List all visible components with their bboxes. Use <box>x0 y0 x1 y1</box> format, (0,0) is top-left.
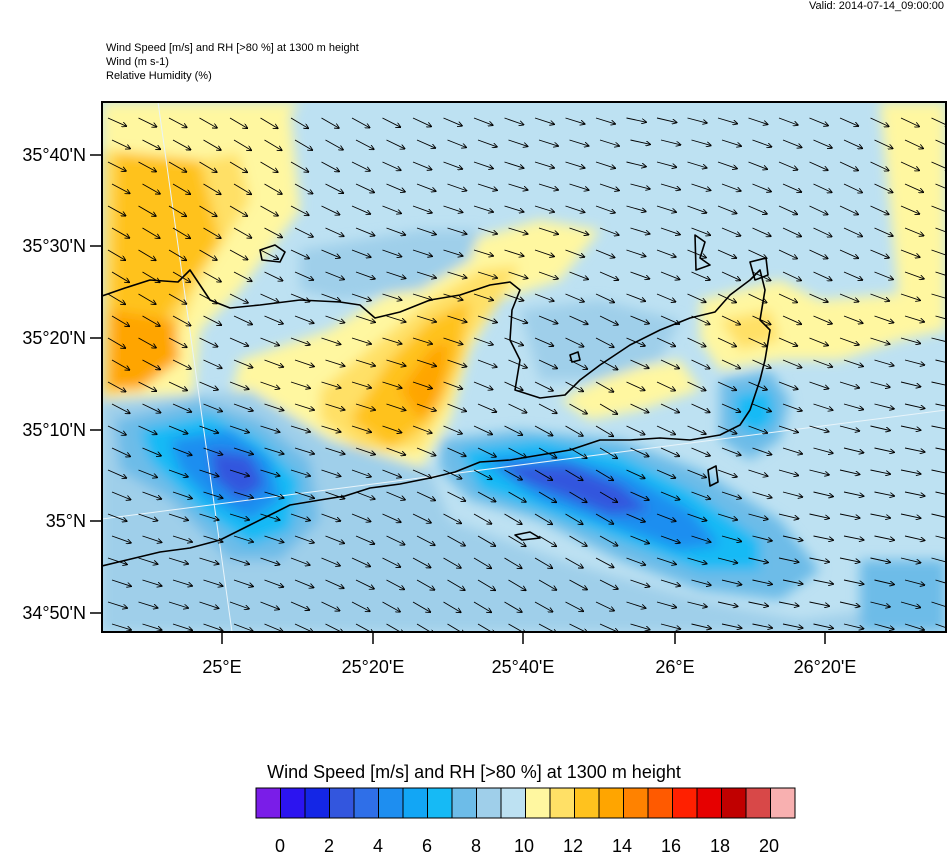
colorbar-swatch <box>501 788 526 818</box>
colorbar <box>256 788 795 818</box>
colorbar-swatch <box>305 788 330 818</box>
latitude-axis: 35°40'N 35°30'N 35°20'N 35°10'N 35°N 34°… <box>22 145 102 623</box>
colorbar-swatch <box>526 788 551 818</box>
colorbar-swatch <box>722 788 747 818</box>
colorbar-swatch <box>452 788 477 818</box>
colorbar-swatch <box>624 788 649 818</box>
lat-label: 35°20'N <box>22 328 86 348</box>
lat-label: 35°40'N <box>22 145 86 165</box>
colorbar-title: Wind Speed [m/s] and RH [>80 %] at 1300 … <box>0 762 948 783</box>
lon-label: 25°40'E <box>492 657 555 677</box>
lon-label: 26°E <box>655 657 694 677</box>
colorbar-swatch <box>697 788 722 818</box>
colorbar-swatch <box>771 788 796 818</box>
lat-label: 35°30'N <box>22 236 86 256</box>
colorbar-swatch <box>550 788 575 818</box>
colorbar-swatch <box>648 788 673 818</box>
colorbar-swatch <box>575 788 600 818</box>
lon-label: 25°20'E <box>342 657 405 677</box>
lon-label: 25°E <box>202 657 241 677</box>
lat-label: 35°N <box>46 511 86 531</box>
colorbar-swatch <box>403 788 428 818</box>
map-field <box>102 102 948 634</box>
longitude-axis: 25°E 25°20'E 25°40'E 26°E 26°20'E <box>202 632 856 677</box>
colorbar-swatch <box>379 788 404 818</box>
lat-label: 34°50'N <box>22 603 86 623</box>
colorbar-swatch <box>477 788 502 818</box>
colorbar-swatch <box>599 788 624 818</box>
colorbar-swatch <box>281 788 306 818</box>
colorbar-swatch <box>330 788 355 818</box>
colorbar-swatch <box>673 788 698 818</box>
colorbar-swatch <box>428 788 453 818</box>
colorbar-swatch <box>354 788 379 818</box>
lat-label: 35°10'N <box>22 420 86 440</box>
colorbar-swatch <box>256 788 281 818</box>
lon-label: 26°20'E <box>794 657 857 677</box>
colorbar-swatch <box>746 788 771 818</box>
